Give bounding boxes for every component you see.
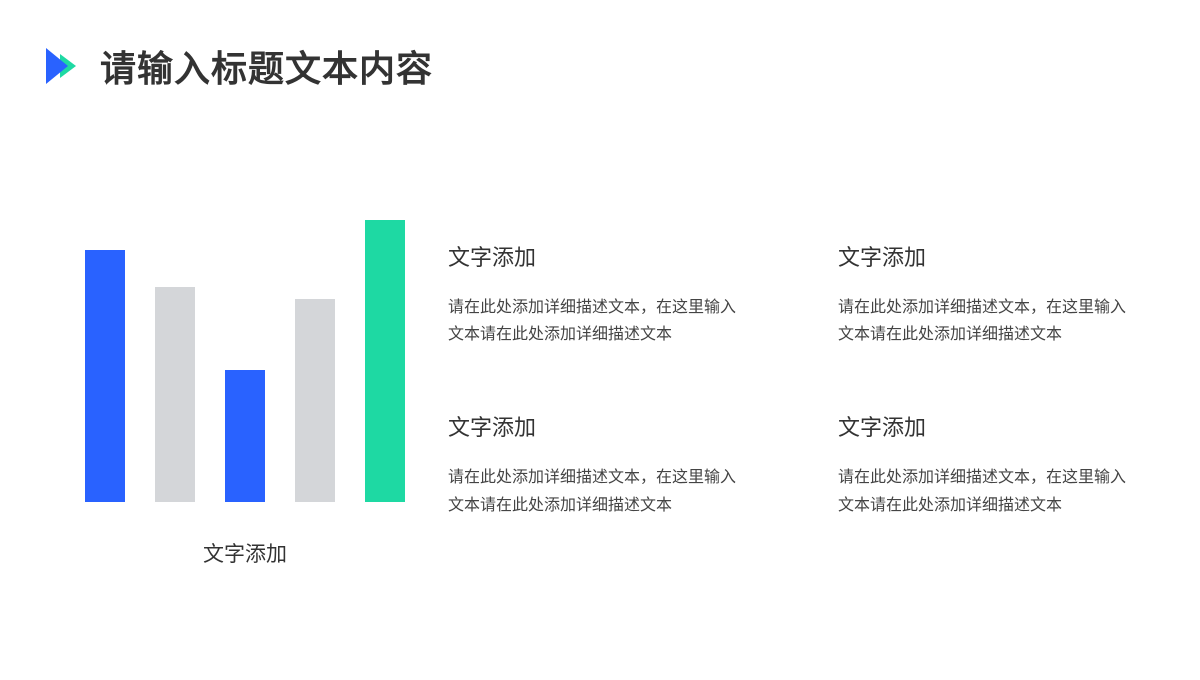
arrow-front-shape <box>46 48 68 84</box>
chart-label: 文字添加 <box>85 538 405 568</box>
text-block-2: 文字添加 请在此处添加详细描述文本，在这里输入文本请在此处添加详细描述文本 <box>838 240 1148 348</box>
text-block-title: 文字添加 <box>838 240 1148 272</box>
bar-chart <box>85 220 405 502</box>
text-block-4: 文字添加 请在此处添加详细描述文本，在这里输入文本请在此处添加详细描述文本 <box>838 410 1148 518</box>
text-block-body: 请在此处添加详细描述文本，在这里输入文本请在此处添加详细描述文本 <box>838 294 1138 348</box>
bar-5 <box>365 220 405 502</box>
text-block-1: 文字添加 请在此处添加详细描述文本，在这里输入文本请在此处添加详细描述文本 <box>448 240 758 348</box>
text-block-body: 请在此处添加详细描述文本，在这里输入文本请在此处添加详细描述文本 <box>448 294 748 348</box>
bar-4 <box>295 299 335 502</box>
text-grid: 文字添加 请在此处添加详细描述文本，在这里输入文本请在此处添加详细描述文本 文字… <box>448 240 1148 519</box>
bar-1 <box>85 250 125 502</box>
text-block-3: 文字添加 请在此处添加详细描述文本，在这里输入文本请在此处添加详细描述文本 <box>448 410 758 518</box>
text-block-title: 文字添加 <box>448 240 758 272</box>
slide-title: 请输入标题文本内容 <box>100 40 433 92</box>
slide-header: 请输入标题文本内容 <box>46 40 433 92</box>
title-arrow-icon <box>46 48 82 84</box>
text-block-title: 文字添加 <box>838 410 1148 442</box>
text-block-body: 请在此处添加详细描述文本，在这里输入文本请在此处添加详细描述文本 <box>448 464 748 518</box>
text-block-body: 请在此处添加详细描述文本，在这里输入文本请在此处添加详细描述文本 <box>838 464 1138 518</box>
bar-3 <box>225 370 265 502</box>
text-block-title: 文字添加 <box>448 410 758 442</box>
bar-2 <box>155 287 195 502</box>
